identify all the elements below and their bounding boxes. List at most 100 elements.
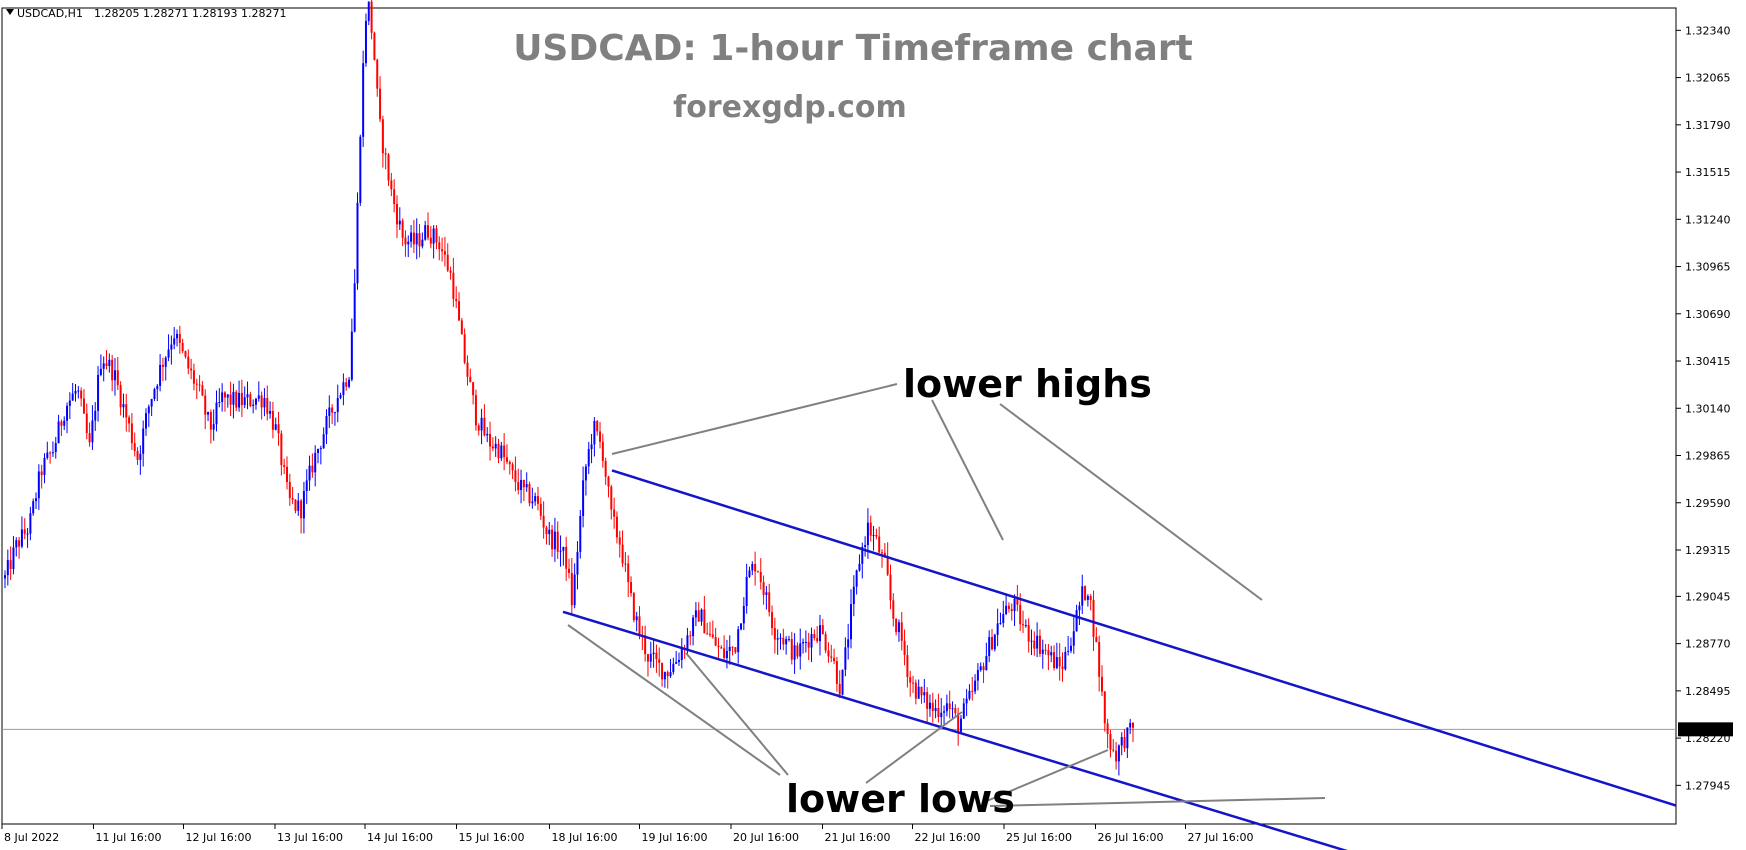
upper-channel-line[interactable]: [611, 469, 1677, 807]
candle-body: [517, 481, 520, 491]
candle-body: [686, 635, 689, 650]
candle-body: [489, 433, 492, 447]
candle-body: [60, 421, 63, 426]
candle-body: [302, 491, 305, 519]
time-tick-label: 15 Jul 16:00: [459, 831, 525, 844]
candle-body: [283, 465, 286, 467]
price-tick-label: 1.29315: [1685, 544, 1731, 557]
candle-body: [54, 443, 57, 453]
candle-body: [238, 392, 241, 408]
candle-body: [342, 382, 345, 396]
time-tick-label: 11 Jul 16:00: [96, 831, 162, 844]
chart-subtitle: forexgdp.com: [673, 90, 907, 125]
candle-body: [734, 647, 737, 653]
candle-body: [615, 516, 618, 538]
candle-body: [522, 479, 525, 488]
candle-body: [102, 363, 105, 369]
symbol-dropdown-icon[interactable]: [6, 9, 14, 15]
ohlc-readout: 1.28205 1.28271 1.28193 1.28271: [94, 7, 286, 20]
candle-body: [536, 496, 539, 504]
candle-body: [125, 404, 128, 418]
candle-body: [1053, 652, 1056, 669]
candle-body: [266, 397, 269, 414]
price-tick-label: 1.30415: [1685, 355, 1731, 368]
candle-body: [133, 443, 136, 451]
candle-body: [20, 529, 23, 547]
candle-body: [153, 389, 156, 399]
candle-body: [257, 395, 260, 399]
candle-body: [765, 592, 768, 595]
candle-body: [570, 572, 573, 606]
candle-body: [472, 382, 475, 396]
candle-body: [161, 364, 164, 367]
symbol-label: USDCAD,H1: [17, 7, 83, 20]
candle-body: [830, 656, 833, 658]
price-tick-label: 1.31790: [1685, 119, 1731, 132]
candle-body: [872, 534, 875, 536]
price-tick-label: 1.27945: [1685, 779, 1731, 792]
candle-body: [553, 531, 556, 550]
lower-channel-line[interactable]: [562, 610, 1430, 850]
candle-body: [145, 413, 147, 429]
candle-body: [91, 420, 94, 443]
time-tick-label: 19 Jul 16:00: [642, 831, 708, 844]
candle-body: [976, 670, 979, 681]
candle-body: [954, 708, 957, 714]
candle-body: [432, 228, 435, 244]
price-axis: 1.32340 1.32065 1.31790 1.31515 1.31240 1.309…: [1676, 24, 1731, 792]
candle-body: [317, 449, 320, 453]
descending-channel: [562, 469, 1677, 850]
candle-body: [1106, 723, 1109, 735]
candle-body: [742, 606, 745, 624]
pointer-line: [989, 797, 1326, 807]
candle-body: [113, 370, 116, 381]
candle-body: [246, 394, 249, 398]
candle-body: [931, 702, 934, 712]
candle-body: [1033, 640, 1036, 649]
candle-body: [147, 406, 150, 414]
chart-title: USDCAD: 1-hour Timeframe chart: [513, 28, 1193, 69]
candle-body: [297, 500, 300, 511]
candle-body: [486, 433, 489, 436]
candle-body: [1095, 636, 1098, 643]
candle-body: [968, 690, 971, 699]
candle-body: [528, 484, 531, 504]
pointer-line: [999, 403, 1263, 601]
candle-body: [909, 677, 912, 683]
candle-body: [892, 600, 895, 619]
candle-body: [195, 383, 198, 385]
candle-body: [841, 669, 844, 695]
candle-body: [928, 702, 931, 709]
candle-body: [889, 574, 892, 601]
candle-body: [576, 551, 579, 575]
candle-body: [548, 529, 551, 535]
time-tick-label: 12 Jul 16:00: [186, 831, 252, 844]
candle-body: [9, 560, 12, 570]
candle-body: [838, 683, 841, 695]
candle-body: [816, 638, 819, 642]
candle-body: [204, 395, 207, 415]
candle-body: [869, 522, 872, 536]
candle-body: [582, 480, 585, 517]
candle-body: [1005, 605, 1008, 615]
candle-body: [646, 654, 649, 662]
candle-body: [376, 59, 379, 89]
price-tick-label: 1.32340: [1685, 24, 1731, 37]
candle-body: [308, 465, 311, 481]
candle-body: [776, 638, 779, 640]
candle-body: [1078, 605, 1081, 611]
candle-body: [759, 571, 762, 583]
candle-body: [1016, 598, 1019, 605]
candle-body: [46, 452, 49, 458]
candle-body: [568, 568, 570, 573]
candle-body: [912, 682, 915, 684]
candle-body: [1030, 640, 1033, 642]
candle-body: [979, 666, 982, 671]
candle-body: [469, 376, 472, 383]
candle-body: [520, 479, 523, 491]
candle-body: [483, 417, 486, 436]
candle-body: [1024, 625, 1027, 627]
candle-body: [658, 659, 661, 663]
time-tick-label: 27 Jul 16:00: [1188, 831, 1254, 844]
